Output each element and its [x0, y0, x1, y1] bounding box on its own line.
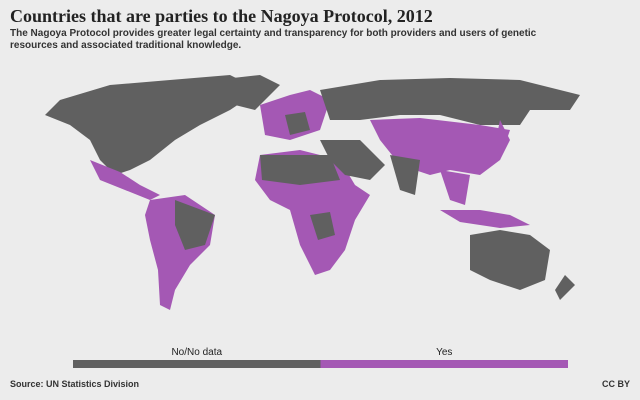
legend-label: Yes [436, 347, 452, 358]
central-africa [310, 212, 335, 240]
legend-label: No/No data [171, 347, 222, 358]
source: Source: UN Statistics Division [10, 379, 140, 389]
central-america [90, 160, 160, 200]
europe-part [285, 112, 310, 135]
world-map [45, 75, 580, 310]
southeast-asia [440, 170, 470, 205]
brazil [175, 200, 215, 250]
new-zealand [555, 275, 575, 300]
legend-swatch [320, 360, 568, 368]
license: CC BY [601, 379, 630, 389]
australia [470, 230, 550, 290]
japan [495, 120, 510, 160]
greenland [215, 75, 280, 110]
subtitle: The Nagoya Protocol provides greater leg… [10, 28, 537, 51]
legend: No/No data Yes [73, 347, 568, 368]
legend-swatch [73, 360, 321, 368]
russia [320, 78, 580, 125]
india [390, 155, 420, 195]
indonesia [440, 210, 530, 228]
title: Countries that are parties to the Nagoya… [10, 6, 433, 26]
north-africa [260, 155, 340, 185]
middle-east [320, 140, 385, 180]
central-asia [370, 118, 510, 175]
north-america [45, 75, 260, 175]
